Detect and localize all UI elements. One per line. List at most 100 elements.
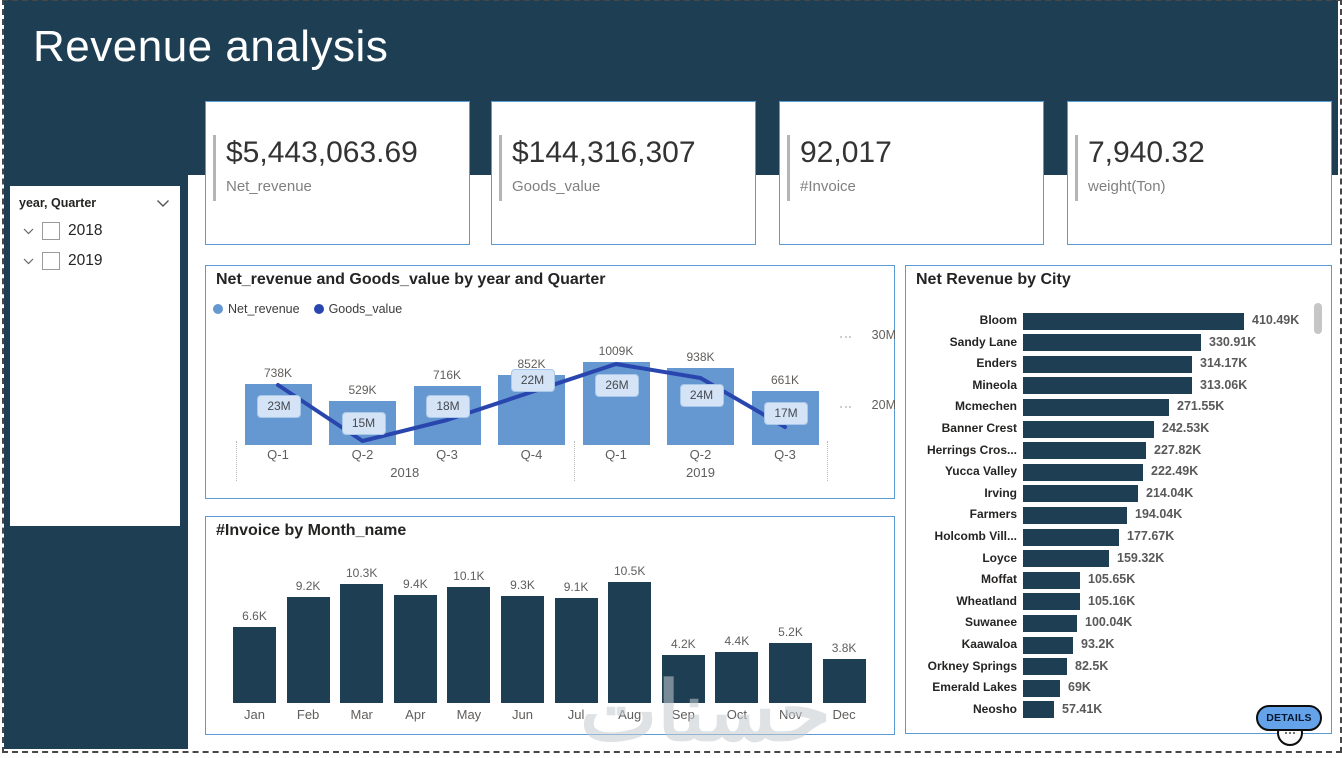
city-bar-1[interactable] <box>1023 334 1201 352</box>
year-separator-line <box>827 441 829 481</box>
slicer-item-2019[interactable]: 2019 <box>10 246 180 276</box>
city-label: Holcomb Vill... <box>934 529 1017 543</box>
invoice-bar-Mar[interactable] <box>340 584 384 703</box>
x-axis-label: Sep <box>671 707 695 722</box>
city-value-label: 313.06K <box>1200 377 1248 392</box>
bar-value-label: 4.2K <box>670 637 696 651</box>
city-label: Mineola <box>972 377 1017 392</box>
scrollbar-thumb[interactable] <box>1314 303 1322 334</box>
combo-chart-panel: Net_revenue and Goods_value by year and … <box>205 265 896 499</box>
details-button[interactable]: DETAILS <box>1256 705 1322 731</box>
bar-value-label: 3.8K <box>831 641 857 655</box>
city-label: Neosho <box>972 701 1017 716</box>
city-label: Kaawaloa <box>961 637 1017 651</box>
legend-dot-net-revenue <box>213 304 223 314</box>
invoice-bar-Apr[interactable] <box>393 595 437 703</box>
city-label: Sandy Lane <box>949 334 1017 349</box>
bar-value-label: 9.4K <box>402 577 428 591</box>
goods-value-line[interactable] <box>206 266 894 498</box>
invoice-bar-Nov[interactable] <box>769 643 812 703</box>
invoice-bar-Sep[interactable] <box>661 655 705 703</box>
city-bar-17[interactable] <box>1023 679 1060 697</box>
city-bar-9[interactable] <box>1023 506 1127 524</box>
kpi-value: $5,443,063.69 <box>226 136 418 169</box>
bar-value-label: 738K <box>263 366 293 380</box>
city-label: Enders <box>976 356 1017 371</box>
city-value-label: 105.65K <box>1088 572 1136 587</box>
city-label: Mcmechen <box>954 399 1017 414</box>
city-value-label: 93.2K <box>1081 637 1115 651</box>
invoice-bar-Jun[interactable] <box>501 596 544 703</box>
expand-chevron-icon[interactable] <box>23 258 34 265</box>
city-bar-10[interactable] <box>1023 528 1119 546</box>
city-value-label: 242.53K <box>1162 421 1210 435</box>
city-value-label: 57.41K <box>1062 701 1103 716</box>
invoice-bar-Oct[interactable] <box>715 652 759 703</box>
city-bar-12[interactable] <box>1023 571 1080 589</box>
city-value-label: 222.49K <box>1151 464 1199 479</box>
legend-item-goods-value[interactable]: Goods_value <box>313 302 402 316</box>
bar-value-label: 5.2K <box>778 625 803 639</box>
kpi-value: 92,017 <box>800 136 892 169</box>
city-bar-7[interactable] <box>1023 463 1143 481</box>
line-value-label: 17M <box>764 401 808 425</box>
city-bar-15[interactable] <box>1023 636 1073 654</box>
city-label: Irving <box>984 485 1017 500</box>
net-revenue-bar-Q-2[interactable] <box>667 368 734 445</box>
city-bar-3[interactable] <box>1023 377 1192 395</box>
city-bar-8[interactable] <box>1023 485 1138 503</box>
x-axis-label: Feb <box>296 707 320 722</box>
x-axis-label: Q-1 <box>267 447 289 462</box>
expand-chevron-icon[interactable] <box>23 228 34 235</box>
city-bar-2[interactable] <box>1023 355 1192 373</box>
city-bar-0[interactable] <box>1023 312 1244 330</box>
secondary-axis-tick-label: 20M <box>871 398 896 412</box>
city-bar-14[interactable] <box>1023 614 1077 632</box>
line-value-label: 15M <box>341 411 386 435</box>
invoice-plot-area: 6.6K Jan 9.2K Feb 10.3K Mar 9.4K Apr 10.1K May 9.3… <box>206 517 894 734</box>
city-label: Yucca Valley <box>944 464 1017 479</box>
kpi-label: weight(Ton) <box>1088 178 1166 195</box>
card-accent-bar <box>499 135 502 201</box>
invoice-bar-Aug[interactable] <box>608 582 652 703</box>
invoice-bar-May[interactable] <box>447 587 491 703</box>
city-bar-16[interactable] <box>1023 658 1067 676</box>
slicer-item-label: 2018 <box>68 222 103 239</box>
invoice-bar-Dec[interactable] <box>822 659 866 703</box>
year-separator-line <box>573 441 575 481</box>
city-bar-18[interactable] <box>1023 701 1054 719</box>
city-bar-4[interactable] <box>1023 398 1169 416</box>
city-bar-6[interactable] <box>1023 442 1146 460</box>
city-bar-13[interactable] <box>1023 593 1080 611</box>
chevron-down-icon[interactable] <box>156 199 170 208</box>
city-bar-5[interactable] <box>1023 420 1154 438</box>
checkbox-2018[interactable] <box>42 222 60 240</box>
bar-value-label: 9.1K <box>563 580 589 594</box>
city-bar-11[interactable] <box>1023 550 1109 568</box>
card-accent-bar <box>1075 135 1078 201</box>
x-axis-label: Aug <box>618 707 642 722</box>
city-label: Moffat <box>981 572 1017 587</box>
line-value-label: 22M <box>510 368 555 392</box>
bar-value-label: 529K <box>348 383 377 397</box>
legend-item-net-revenue[interactable]: Net_revenue <box>213 302 300 316</box>
invoice-bar-Feb[interactable] <box>286 597 330 703</box>
bar-value-label: 938K <box>686 350 715 364</box>
city-value-label: 194.04K <box>1135 507 1183 522</box>
city-value-label: 69K <box>1068 680 1091 695</box>
x-axis-label: Jan <box>244 707 265 722</box>
invoice-bar-Jan[interactable] <box>233 627 276 703</box>
invoice-bar-Jul[interactable] <box>554 598 598 703</box>
checkbox-2019[interactable] <box>42 252 60 270</box>
x-axis-label: May <box>456 707 482 722</box>
combo-plot-area: 738K Q-1 529K Q-2 716K Q-3 852K Q-4 1009K Q-1 938K… <box>206 266 896 498</box>
x-axis-label: Jun <box>512 707 533 722</box>
x-axis-label: Dec <box>832 707 856 722</box>
city-value-label: 159.32K <box>1117 550 1165 565</box>
bar-value-label: 9.2K <box>295 579 321 593</box>
legend-dot-goods-value <box>313 304 324 314</box>
slicer-item-2018[interactable]: 2018 <box>10 216 180 246</box>
year-quarter-slicer: year, Quarter 2018 2019 <box>10 186 180 526</box>
x-axis-label: Nov <box>778 707 803 722</box>
